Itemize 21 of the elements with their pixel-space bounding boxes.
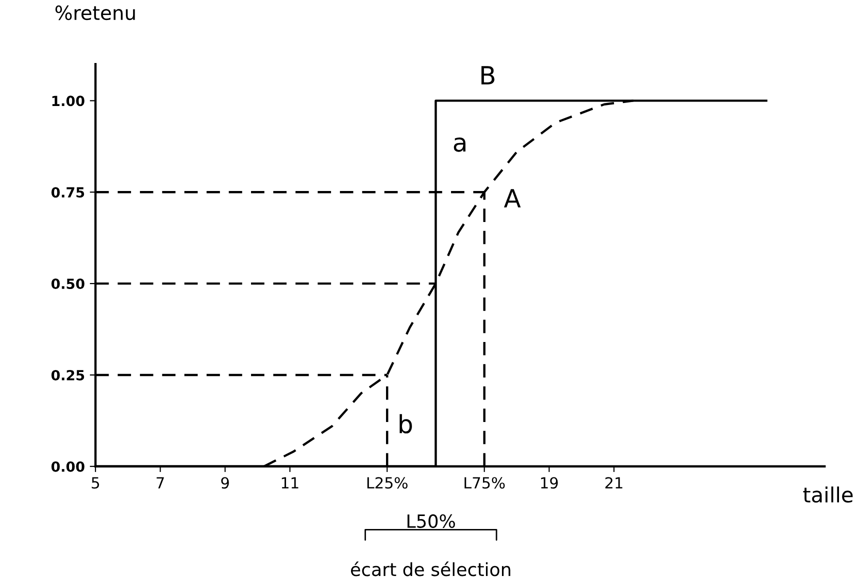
x-tick-label: 11 (282, 477, 298, 488)
y-tick-label: 0.50 (51, 278, 84, 290)
y-tick-label: 0.00 (51, 461, 84, 472)
x-tick-label: 9 (221, 477, 229, 489)
x-tick-label: L75% (464, 477, 505, 489)
x-tick-label: L25% (367, 477, 408, 489)
y-tick-label: 1.00 (52, 96, 84, 106)
y-tick-label: 0.25 (51, 370, 84, 380)
series-label: A (504, 189, 521, 208)
text: écart de sélection (350, 562, 510, 576)
text: L50% (408, 514, 455, 528)
x-tick-label: 21 (605, 477, 622, 488)
annotation: b (400, 414, 412, 434)
x-tick-label: 5 (92, 477, 100, 489)
x-axis-title: taille (803, 486, 853, 503)
annotation: a (454, 137, 466, 152)
series-label: B (481, 66, 494, 84)
x-tick-label: 19 (541, 477, 558, 489)
x-tick-label: 7 (156, 477, 164, 488)
y-tick-label: 0.75 (51, 187, 84, 198)
y-axis-title: %retenu (55, 5, 135, 20)
